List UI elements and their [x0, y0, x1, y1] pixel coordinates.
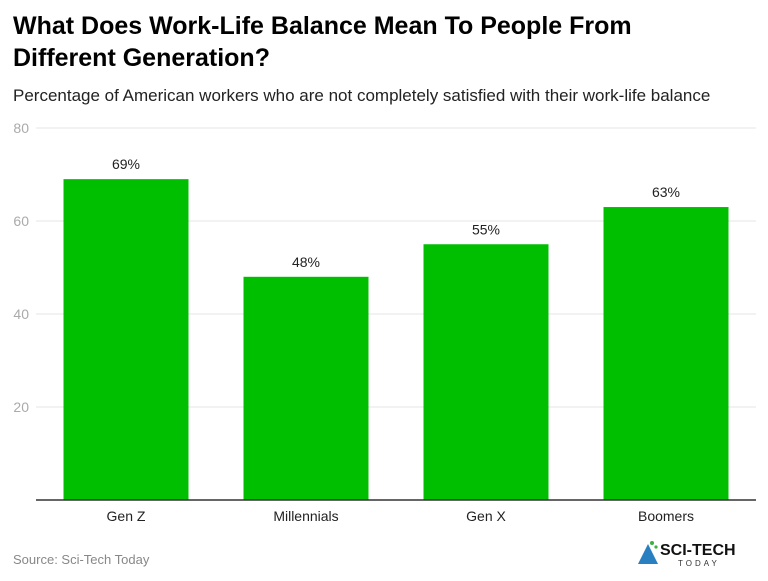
data-label: 48% — [292, 254, 320, 270]
bar — [423, 244, 549, 500]
logo-text: SCI-TECH — [660, 542, 736, 559]
x-tick-label: Gen X — [466, 508, 506, 524]
chart-subtitle: Percentage of American workers who are n… — [13, 86, 711, 105]
data-label: 63% — [652, 184, 680, 200]
x-tick-label: Boomers — [638, 508, 694, 524]
y-tick-label: 40 — [13, 306, 29, 322]
bar — [243, 276, 369, 500]
source-note: Source: Sci-Tech Today — [13, 552, 150, 567]
y-tick-label: 20 — [13, 399, 29, 415]
x-tick-label: Millennials — [273, 508, 338, 524]
x-tick-label: Gen Z — [107, 508, 146, 524]
data-label: 69% — [112, 156, 140, 172]
y-tick-label: 80 — [13, 120, 29, 136]
bar — [603, 207, 729, 501]
sci-tech-today-logo: SCI-TECH TODAY — [638, 541, 736, 568]
bar — [63, 179, 189, 500]
chart-title: What Does Work-Life Balance Mean To Peop… — [13, 12, 632, 72]
y-tick-label: 60 — [13, 213, 29, 229]
data-label: 55% — [472, 221, 500, 237]
logo-subtext: TODAY — [678, 559, 720, 568]
logo-mountain-icon — [638, 544, 658, 564]
